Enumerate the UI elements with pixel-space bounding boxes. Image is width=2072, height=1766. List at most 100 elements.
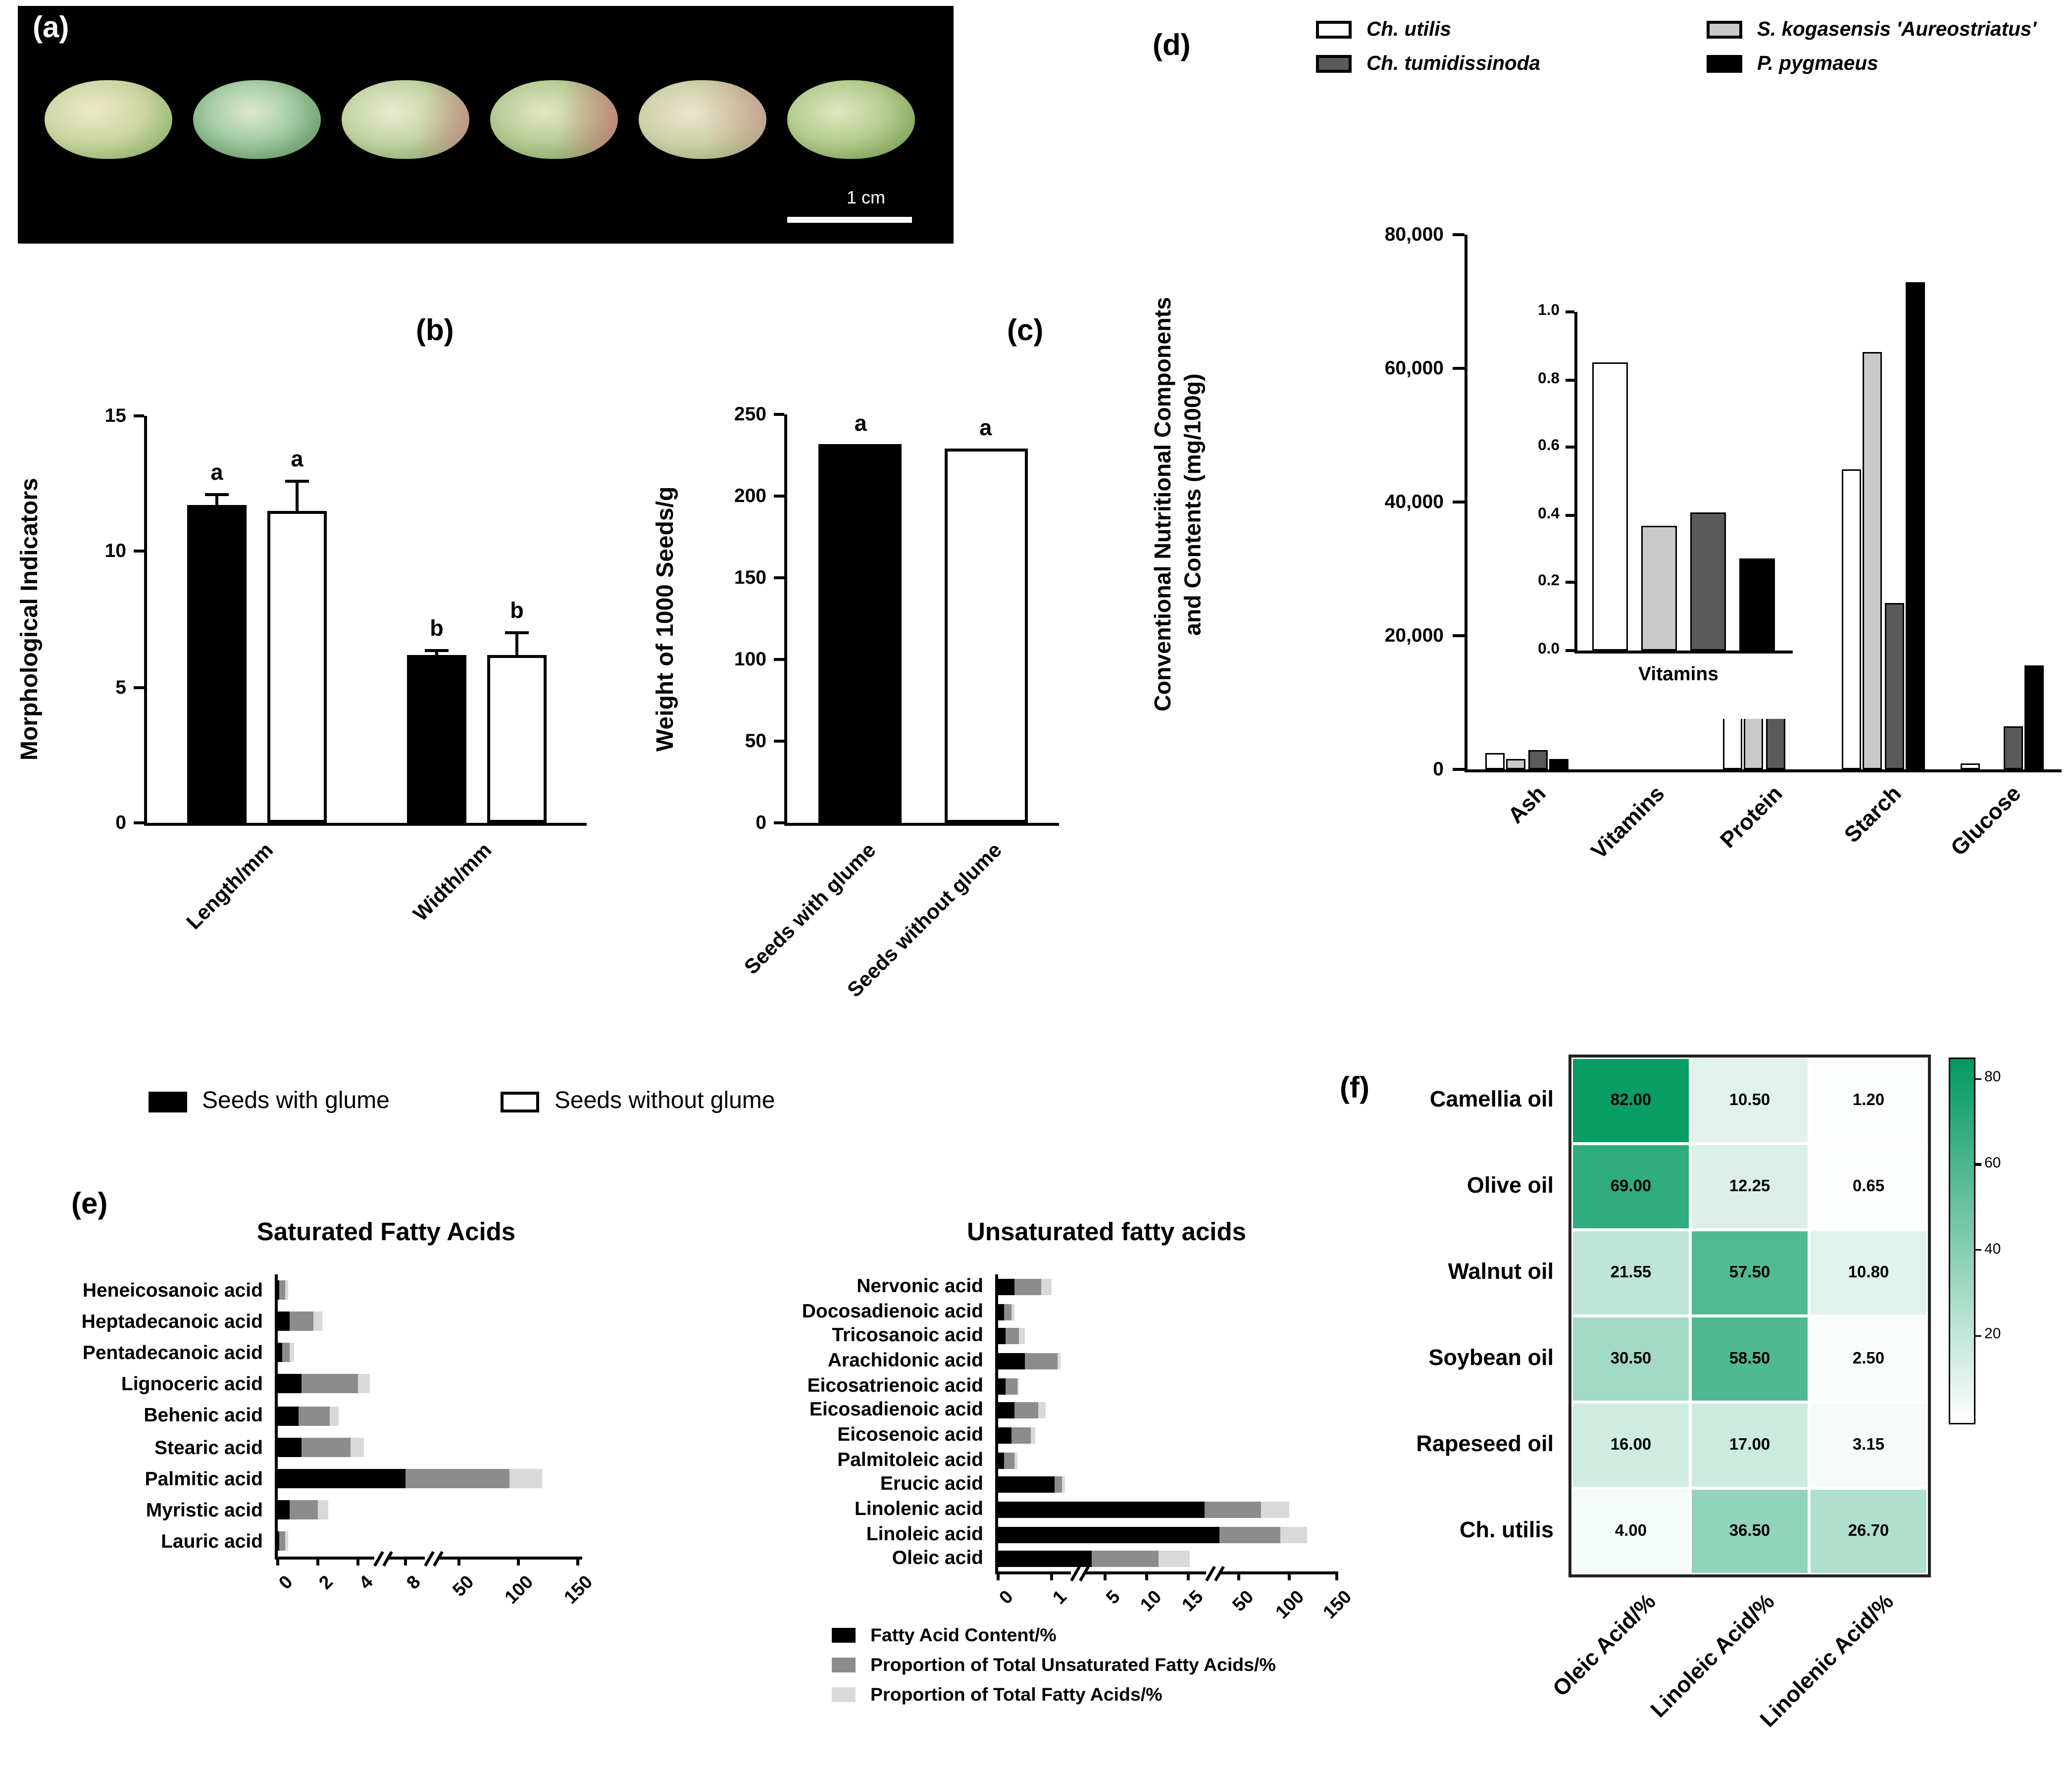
x-tick-mark bbox=[1288, 1571, 1291, 1580]
heatmap-cell: 82.00 bbox=[1573, 1059, 1689, 1142]
heatmap-cell-value: 57.50 bbox=[1729, 1264, 1770, 1282]
category-label: Eicosatrienoic acid bbox=[807, 1373, 984, 1396]
colorbar bbox=[1949, 1058, 1975, 1424]
seed-image bbox=[639, 80, 766, 159]
y-tick-label: 20,000 bbox=[1384, 624, 1444, 646]
panel-f-heatmap: (f) Camellia oil 82.00 10.50 1.20 Olive oil 6… bbox=[1337, 1040, 2072, 1766]
heatmap-cell-value: 10.80 bbox=[1848, 1264, 1889, 1282]
x-category-label: Glucose bbox=[1946, 781, 2026, 861]
x-category-label: Oleic Acid/% bbox=[1548, 1589, 1661, 1702]
x-category-label: Starch bbox=[1840, 781, 1908, 849]
row-label: Olive oil bbox=[1466, 1173, 1554, 1199]
heatmap-cell-value: 4.00 bbox=[1615, 1522, 1647, 1540]
y-axis-label: Conventional Nutritional Components and … bbox=[1150, 232, 1210, 778]
category-label: Heptadecanoic acid bbox=[81, 1310, 263, 1333]
legend-item: Ch. tumidissinoda bbox=[1316, 52, 1695, 74]
row-label: Camellia oil bbox=[1429, 1087, 1554, 1112]
x-tick-label: 1 bbox=[1049, 1586, 1071, 1609]
inset-bar bbox=[1641, 525, 1677, 651]
x-tick-mark bbox=[1145, 1571, 1148, 1580]
seed-image bbox=[193, 80, 321, 159]
inset-y-tick-mark bbox=[1566, 446, 1574, 449]
bar bbox=[267, 510, 327, 823]
colorbar-tick-mark bbox=[1975, 1334, 1981, 1337]
heatmap-cell: 0.65 bbox=[1811, 1145, 1926, 1228]
colorbar-tick-mark bbox=[1975, 1249, 1981, 1252]
bar-segment bbox=[290, 1343, 294, 1362]
category-label: Linolenic acid bbox=[854, 1497, 983, 1519]
y-axis-label-line2: and Contents (mg/100g) bbox=[1181, 374, 1207, 636]
plot-area: a a b b bbox=[144, 416, 587, 826]
bar-segment bbox=[1219, 1526, 1281, 1543]
bar bbox=[2003, 726, 2023, 769]
bar-segment bbox=[1054, 1476, 1062, 1493]
inset-y-tick-mark bbox=[1566, 649, 1574, 652]
x-category-label: Linolenic Acid/% bbox=[1755, 1589, 1899, 1733]
x-tick-label: 0 bbox=[995, 1586, 1017, 1609]
bar-segment bbox=[278, 1343, 282, 1362]
category-label: Docosadienoic acid bbox=[802, 1299, 983, 1321]
x-tick-label: 50 bbox=[449, 1571, 478, 1601]
x-category-label: Seeds with glume bbox=[739, 838, 881, 979]
error-bar-cap bbox=[505, 631, 529, 635]
seed-image bbox=[45, 80, 172, 159]
error-bar bbox=[515, 633, 518, 655]
heatmap-cell-value: 26.70 bbox=[1848, 1522, 1889, 1540]
category-label: Erucic acid bbox=[880, 1472, 983, 1495]
bar-segment bbox=[318, 1500, 328, 1519]
bar-segment bbox=[1205, 1501, 1261, 1518]
legend-item: Proportion of Total Fatty Acids/% bbox=[832, 1684, 1276, 1705]
bar bbox=[2024, 665, 2044, 769]
scale-bar bbox=[787, 217, 912, 223]
bar-segment bbox=[282, 1343, 290, 1362]
category-label: Lignoceric acid bbox=[121, 1372, 263, 1395]
category-label: Behenic acid bbox=[144, 1404, 263, 1427]
heatmap-cell-value: 82.00 bbox=[1610, 1092, 1652, 1110]
x-tick-mark bbox=[356, 1557, 359, 1565]
bar-segment bbox=[278, 1468, 405, 1488]
x-tick-label: 4 bbox=[355, 1571, 377, 1594]
colorbar-tick-label: 80 bbox=[1984, 1070, 2001, 1087]
x-tick-mark bbox=[517, 1557, 520, 1565]
y-tick-label: 200 bbox=[734, 484, 766, 506]
row-label: Walnut oil bbox=[1448, 1260, 1554, 1285]
bar bbox=[1884, 602, 1904, 769]
panel-a-label: (a) bbox=[33, 12, 69, 45]
category-label: Stearic acid bbox=[154, 1435, 263, 1458]
bar-segment bbox=[350, 1437, 364, 1457]
y-axis-label-line1: Conventional Nutritional Components bbox=[1151, 298, 1176, 712]
bar-segment bbox=[998, 1427, 1011, 1444]
x-category-label: Width/mm bbox=[408, 838, 497, 926]
bar-segment bbox=[998, 1377, 1007, 1394]
legend-item: P. pygmaeus bbox=[1707, 52, 2036, 74]
inset-bar bbox=[1690, 511, 1726, 651]
heatmap-cell: 26.70 bbox=[1811, 1490, 1926, 1573]
bar-segment bbox=[998, 1353, 1025, 1369]
category-label: Oleic acid bbox=[892, 1546, 983, 1569]
x-tick-mark bbox=[997, 1571, 1000, 1580]
heatmap-cell: 21.55 bbox=[1573, 1231, 1689, 1314]
legend-item: Fatty Acid Content/% bbox=[832, 1625, 1276, 1646]
y-tick-mark bbox=[134, 414, 144, 417]
bar bbox=[944, 449, 1027, 823]
bar-segment bbox=[278, 1374, 302, 1394]
y-tick-label: 40,000 bbox=[1384, 490, 1444, 512]
legend-swatch bbox=[832, 1658, 856, 1672]
category-label: Palmitic acid bbox=[145, 1466, 263, 1489]
x-tick-label: 15 bbox=[1178, 1586, 1208, 1616]
x-tick-mark bbox=[276, 1557, 279, 1565]
y-tick-label: 100 bbox=[734, 648, 766, 670]
category-label: Palmitoleic acid bbox=[837, 1447, 983, 1470]
saturated-fatty-acids-chart: Saturated Fatty Acids Heneicosanoic acid… bbox=[7, 1200, 631, 1705]
bar-segment bbox=[302, 1374, 358, 1394]
heatmap-cell-value: 17.00 bbox=[1729, 1436, 1770, 1454]
bar-segment bbox=[280, 1531, 285, 1551]
legend-label: P. pygmaeus bbox=[1757, 52, 1878, 74]
heatmap-cell-value: 69.00 bbox=[1610, 1178, 1652, 1196]
bar-segment bbox=[998, 1303, 1004, 1320]
bar-segment bbox=[278, 1406, 298, 1425]
sig-letter: a bbox=[979, 416, 992, 442]
inset-plot-area bbox=[1574, 312, 1793, 654]
legend-item: Proportion of Total Unsaturated Fatty Ac… bbox=[832, 1655, 1276, 1675]
